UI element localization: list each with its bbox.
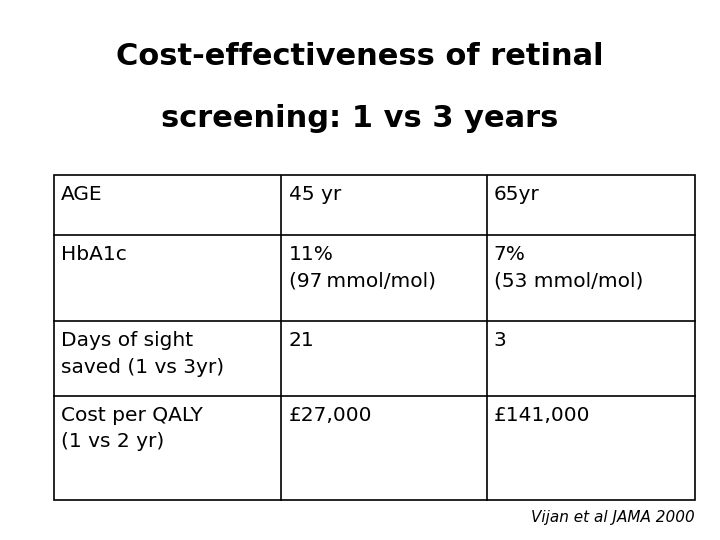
Bar <box>54 176 695 500</box>
Text: 65yr: 65yr <box>494 185 539 204</box>
Text: 11%
(97 mmol/mol): 11% (97 mmol/mol) <box>289 245 436 291</box>
Text: 7%
(53 mmol/mol): 7% (53 mmol/mol) <box>494 245 643 291</box>
Text: £141,000: £141,000 <box>494 406 590 424</box>
Text: screening: 1 vs 3 years: screening: 1 vs 3 years <box>161 104 559 133</box>
Text: 3: 3 <box>494 331 506 350</box>
Text: Cost per QALY
(1 vs 2 yr): Cost per QALY (1 vs 2 yr) <box>61 406 203 451</box>
Text: AGE: AGE <box>61 185 103 204</box>
Text: Vijan et al JAMA 2000: Vijan et al JAMA 2000 <box>531 510 695 525</box>
Text: £27,000: £27,000 <box>289 406 372 424</box>
Text: Cost-effectiveness of retinal: Cost-effectiveness of retinal <box>116 42 604 71</box>
Text: Days of sight
saved (1 vs 3yr): Days of sight saved (1 vs 3yr) <box>61 331 225 376</box>
Text: 45 yr: 45 yr <box>289 185 341 204</box>
Text: HbA1c: HbA1c <box>61 245 127 264</box>
Text: 21: 21 <box>289 331 315 350</box>
